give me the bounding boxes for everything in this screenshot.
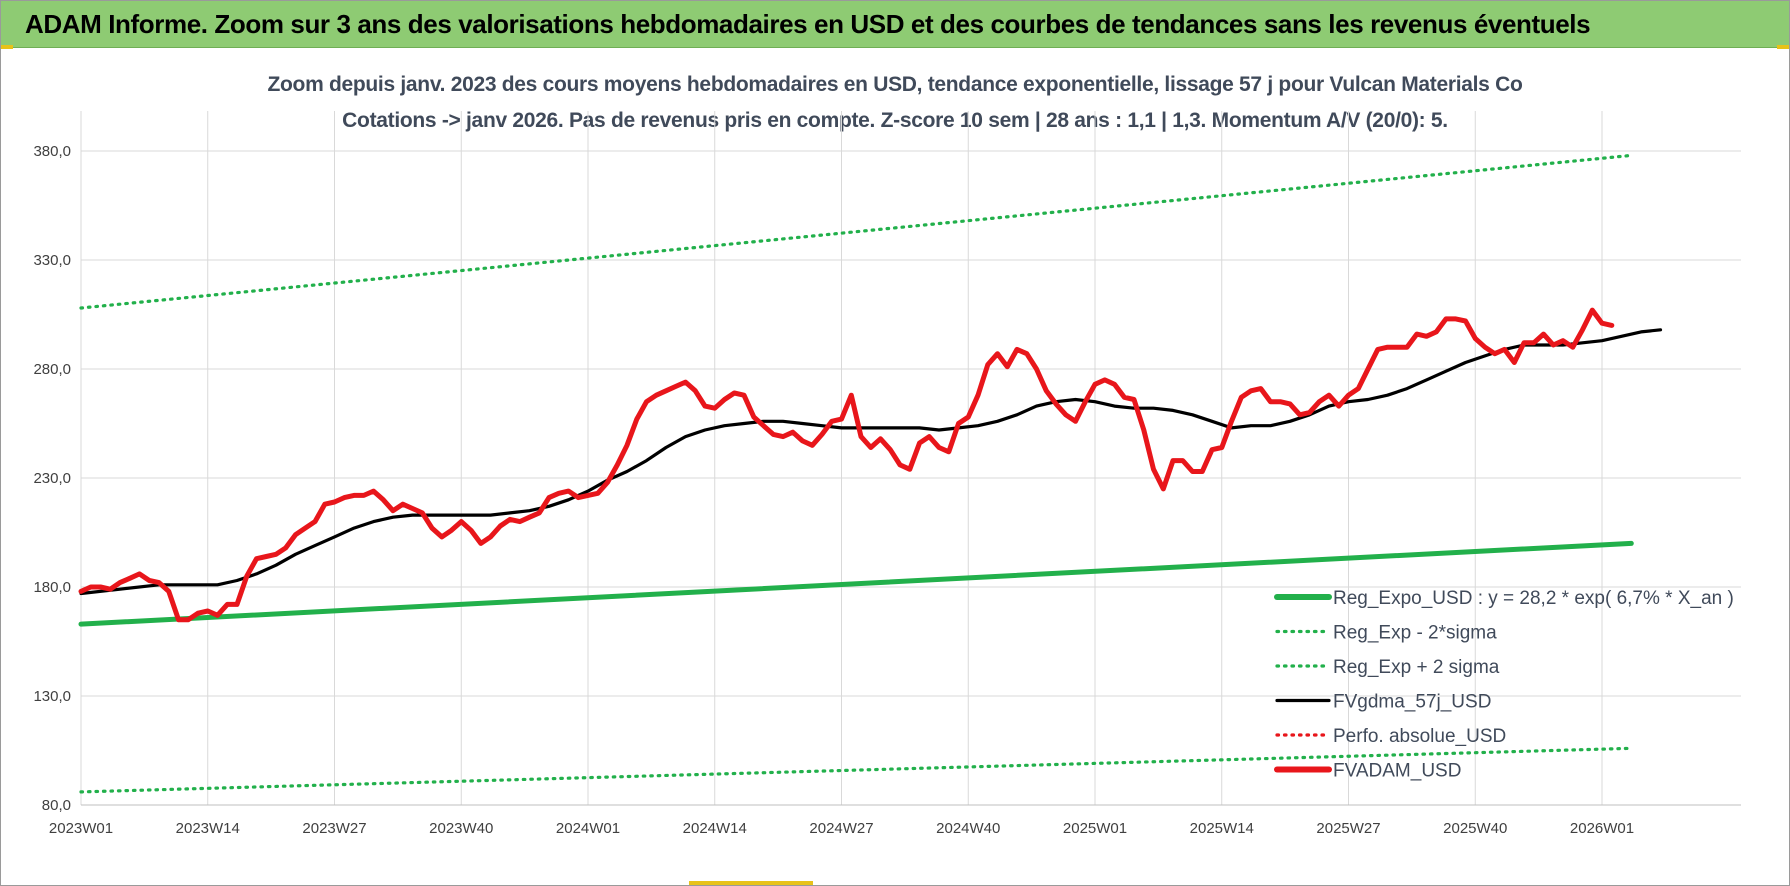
x-tick-label: 2025W40 xyxy=(1443,820,1507,837)
y-tick-label: 130,0 xyxy=(33,688,71,705)
legend: Reg_Expo_USD : y = 28,2 * exp( 6,7% * X_… xyxy=(1274,588,1734,782)
x-tick-label: 2026W01 xyxy=(1570,820,1634,837)
series-line-reg-exp-2-sigma xyxy=(79,153,1633,310)
y-tick-label: 330,0 xyxy=(33,252,71,269)
y-tick-label: 280,0 xyxy=(33,361,71,378)
x-tick-label: 2024W01 xyxy=(556,820,620,837)
x-tick-label: 2024W40 xyxy=(936,820,1000,837)
banner-accent-left xyxy=(1,45,13,49)
grid-lines xyxy=(80,111,1741,806)
series-lines xyxy=(78,153,1663,794)
x-tick-label: 2024W27 xyxy=(809,820,873,837)
series-line-reg-exp-2-sigma xyxy=(79,746,1633,794)
chart-title: Zoom depuis janv. 2023 des cours moyens … xyxy=(267,73,1523,96)
x-tick-label: 2023W01 xyxy=(49,820,113,837)
y-tick-label: 180,0 xyxy=(33,579,71,596)
y-tick-label: 230,0 xyxy=(33,470,71,487)
header-banner: ADAM Informe. Zoom sur 3 ans des valoris… xyxy=(1,1,1789,48)
x-tick-label: 2023W40 xyxy=(429,820,493,837)
x-tick-label: 2023W27 xyxy=(302,820,366,837)
series-line-fvgdma-57j-usd xyxy=(79,328,1663,596)
legend-label: Reg_Exp - 2*sigma xyxy=(1333,623,1497,644)
series-line-fvadam-usd xyxy=(78,307,1615,623)
banner-accent-right xyxy=(1777,45,1789,49)
x-tick-label: 2023W14 xyxy=(176,820,240,837)
x-tick-label: 2025W27 xyxy=(1316,820,1380,837)
x-tick-label: 2024W14 xyxy=(683,820,747,837)
y-axis-ticks: 80,0 130,0 180,0 230,0 280,0 330,0 380,0 xyxy=(33,143,71,814)
legend-label: FVADAM_USD xyxy=(1333,761,1461,782)
y-tick-label: 80,0 xyxy=(42,797,71,814)
legend-label: FVgdma_57j_USD xyxy=(1333,692,1491,713)
banner-title: ADAM Informe. Zoom sur 3 ans des valoris… xyxy=(25,9,1591,39)
series-line-reg-expo-usd-y-28-2-exp-6-7-x-an xyxy=(78,540,1634,627)
x-axis-ticks: 2023W01 2023W14 2023W27 2023W40 2024W01 2024W… xyxy=(49,820,1634,837)
y-tick-label: 380,0 xyxy=(33,143,71,160)
x-tick-label: 2025W01 xyxy=(1063,820,1127,837)
chart-subtitle: Cotations -> janv 2026. Pas de revenus p… xyxy=(342,109,1448,132)
legend-label: Reg_Expo_USD : y = 28,2 * exp( 6,7% * X_… xyxy=(1333,588,1734,609)
legend-label: Perfo. absolue_USD xyxy=(1333,726,1506,747)
x-tick-label: 2025W14 xyxy=(1190,820,1254,837)
bottom-accent xyxy=(689,881,813,885)
legend-label: Reg_Exp + 2 sigma xyxy=(1333,657,1500,678)
